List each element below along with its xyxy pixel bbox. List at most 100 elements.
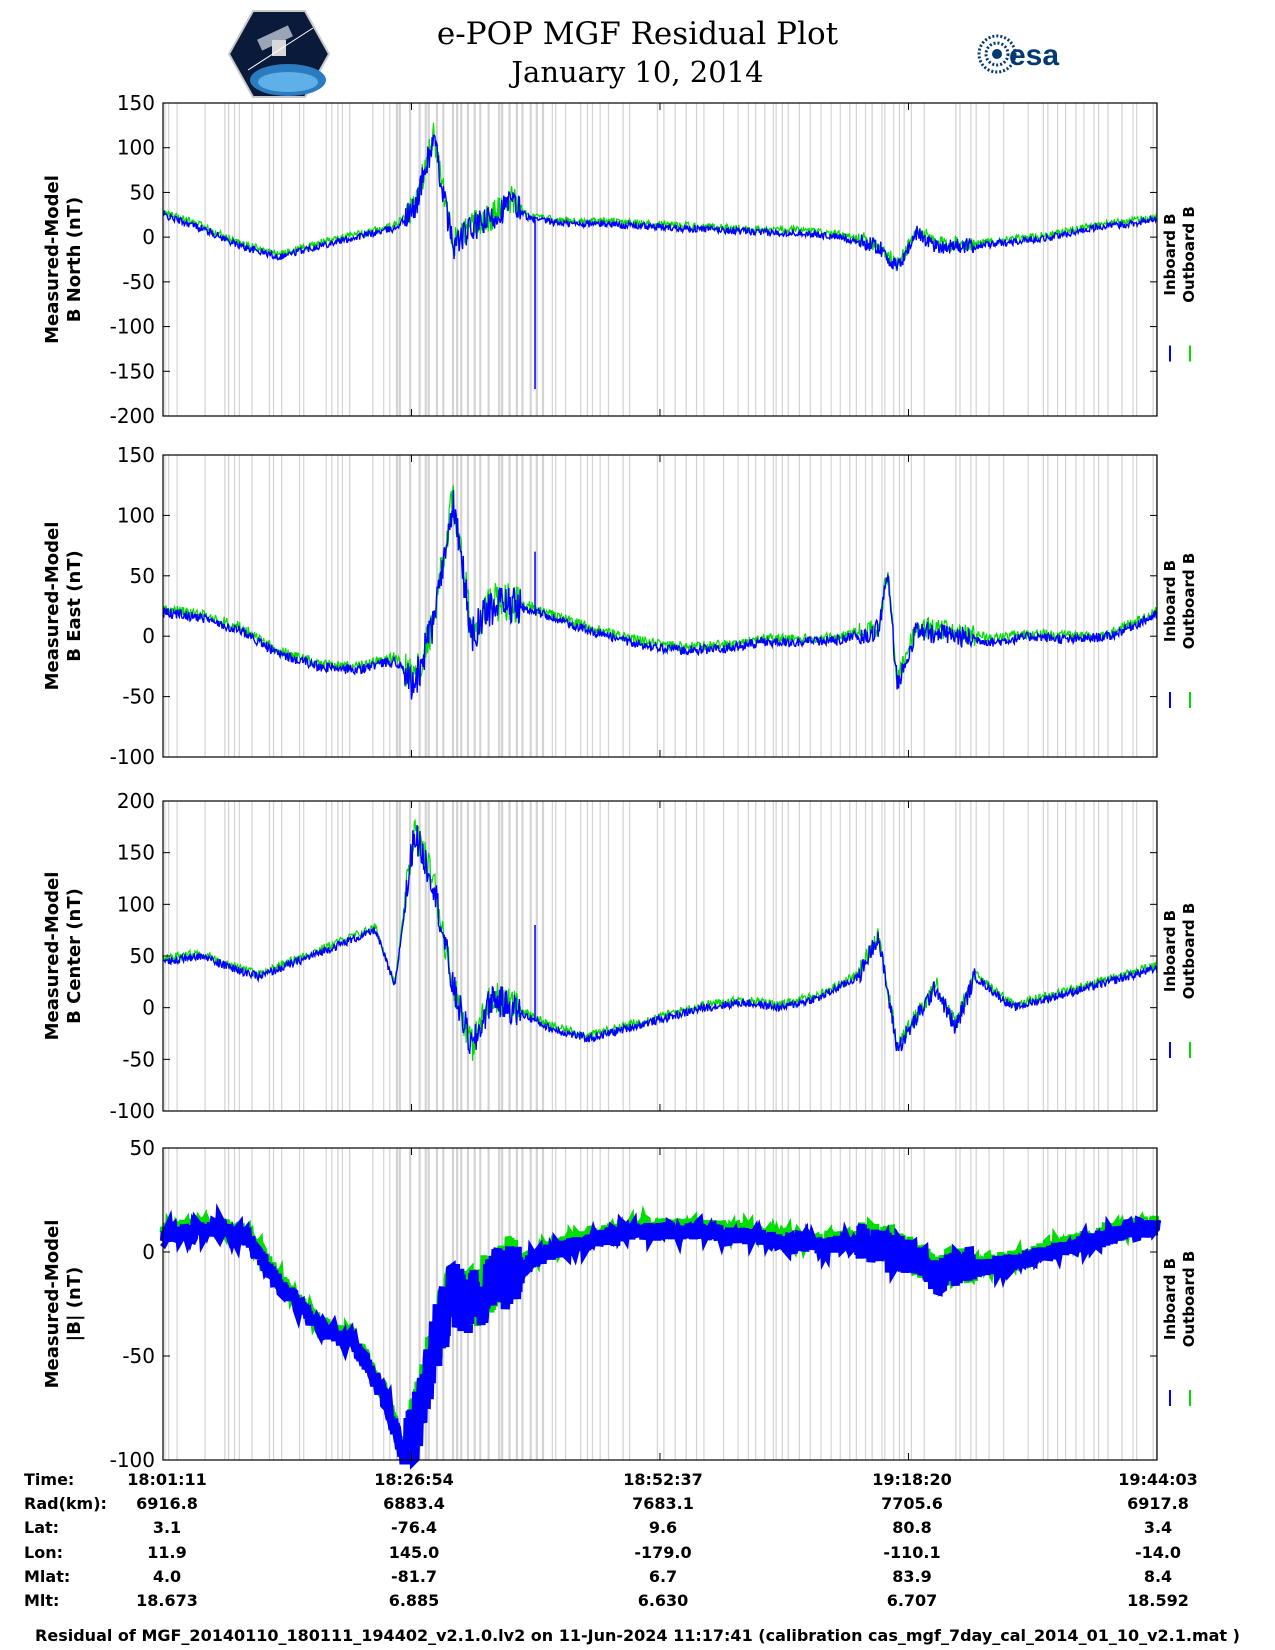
ephemeris-row-label: Lat:: [24, 1518, 60, 1537]
y-axis-label-line: Measured-Model: [42, 872, 63, 1041]
legend-label-outboard: Outboard B: [1180, 206, 1198, 303]
page-title: e-POP MGF Residual Plot: [436, 16, 839, 52]
y-axis-label: Measured-ModelB North (nT): [42, 175, 85, 344]
y-axis-label-line: B Center (nT): [64, 888, 85, 1024]
plot-frame: [162, 102, 1158, 417]
ephemeris-row-label: Lon:: [24, 1543, 63, 1562]
y-axis-label-line: |B| (nT): [64, 1267, 85, 1342]
y-tick-label: 0: [142, 1240, 155, 1264]
data-gap-stripes: [164, 801, 1158, 1111]
ephemeris-cell: -81.7: [390, 1567, 438, 1586]
series-line-inboard: [162, 490, 1158, 700]
ephemeris-row-label: Mlt:: [24, 1591, 60, 1610]
legend-label-inboard: Inboard B: [1161, 213, 1179, 295]
panel-4: 50 0 -50 -100 Measured-Model|B| (nT) Inboard …: [42, 1136, 1198, 1472]
y-tick-label: 100: [117, 892, 155, 916]
ephemeris-cell: 6917.8: [1127, 1494, 1189, 1513]
data-gap-stripes: [164, 103, 1158, 416]
y-tick-label: -50: [122, 270, 155, 294]
legend-label-outboard: Outboard B: [1180, 1251, 1198, 1348]
plot-frame: [162, 454, 1158, 758]
panel-2: 150 100 50 0 -50 -100 Measured-ModelB East (nT…: [42, 443, 1198, 769]
ephemeris-cell: 6.885: [388, 1591, 440, 1610]
ephemeris-cell: 18.673: [136, 1591, 198, 1610]
y-tick-label: -200: [110, 404, 155, 428]
y-axis-label-line: B North (nT): [64, 197, 85, 323]
y-tick-label: 50: [130, 1136, 155, 1160]
y-tick-label: 150: [117, 841, 155, 865]
esa-logo-icon: esa: [977, 34, 1059, 74]
ephemeris-cell: 145.0: [388, 1543, 440, 1562]
legend-label-outboard: Outboard B: [1180, 903, 1198, 1000]
data-gap-stripes: [164, 1148, 1158, 1460]
y-tick-label: 0: [142, 225, 155, 249]
ephemeris-cell: 19:18:20: [872, 1470, 952, 1489]
ephemeris-cell: -110.1: [883, 1543, 941, 1562]
ephemeris-cell: 80.8: [892, 1518, 932, 1537]
y-tick-label: 200: [117, 789, 155, 813]
ephemeris-cell: -76.4: [390, 1518, 438, 1537]
y-tick-label: 50: [130, 564, 155, 588]
esa-logo-text: esa: [1009, 39, 1059, 72]
ephemeris-cell: 6916.8: [136, 1494, 198, 1513]
y-tick-label: -50: [122, 1344, 155, 1368]
y-tick-label: 50: [130, 944, 155, 968]
y-tick-label: -50: [122, 1047, 155, 1071]
y-tick-label: 100: [117, 503, 155, 527]
ephemeris-row-label: Mlat:: [24, 1567, 71, 1586]
y-tick-label: 0: [142, 996, 155, 1020]
ephemeris-cell: 19:44:03: [1118, 1470, 1198, 1489]
ephemeris-cell: 18.592: [1127, 1591, 1189, 1610]
series-line-inboard: [159, 1203, 1162, 1470]
cassiope-logo-icon: [228, 10, 330, 98]
panel-3: 200 150 100 50 0 -50 -100 Measured-ModelB Cente…: [42, 789, 1198, 1123]
legend-label-outboard: Outboard B: [1180, 553, 1198, 650]
y-tick-label: -100: [110, 745, 155, 769]
ephemeris-cell: 7683.1: [632, 1494, 694, 1513]
ephemeris-cell: 8.4: [1143, 1567, 1173, 1586]
y-axis-label-line: B East (nT): [64, 550, 85, 662]
series-line-outboard: [159, 1205, 1161, 1464]
y-axis-label: Measured-ModelB East (nT): [42, 522, 85, 691]
ephemeris-cell: 11.9: [147, 1543, 187, 1562]
data-gap-stripes: [164, 455, 1158, 757]
ephemeris-cell: 9.6: [648, 1518, 678, 1537]
ephemeris-cell: 83.9: [892, 1567, 932, 1586]
y-tick-label: -100: [110, 315, 155, 339]
y-tick-label: 150: [117, 443, 155, 467]
ephemeris-row-label: Rad(km):: [24, 1494, 107, 1513]
ephemeris-cell: 6.707: [886, 1591, 938, 1610]
ephemeris-cell: 3.4: [1143, 1518, 1173, 1537]
y-tick-label: 150: [117, 91, 155, 115]
ephemeris-cell: 18:01:11: [127, 1470, 207, 1489]
ephemeris-row-label: Time:: [24, 1470, 75, 1489]
series-line-outboard: [162, 122, 1158, 272]
y-tick-label: -50: [122, 685, 155, 709]
ephemeris-cell: 6883.4: [383, 1494, 445, 1513]
y-axis-label-line: Measured-Model: [42, 522, 63, 691]
y-tick-label: 50: [130, 180, 155, 204]
y-axis-label: Measured-ModelB Center (nT): [42, 872, 85, 1041]
page-subtitle: January 10, 2014: [511, 55, 764, 89]
ephemeris-cell: -179.0: [634, 1543, 692, 1562]
ephemeris-cell: -14.0: [1134, 1543, 1182, 1562]
y-axis-label: Measured-Model|B| (nT): [42, 1220, 85, 1389]
ephemeris-cell: 3.1: [152, 1518, 182, 1537]
footer-caption: Residual of MGF_20140110_180111_194402_v…: [35, 1626, 1240, 1645]
y-tick-label: 0: [142, 624, 155, 648]
ephemeris-cell: 4.0: [152, 1567, 182, 1586]
series-line-inboard: [162, 134, 1158, 272]
panel-1: 150 100 50 0 -50 -100 -150 -200 Measured-ModelB …: [42, 91, 1198, 428]
ephemeris-cell: 6.630: [637, 1591, 689, 1610]
series-line-inboard: [162, 825, 1158, 1055]
legend-label-inboard: Inboard B: [1161, 560, 1179, 642]
y-tick-label: 100: [117, 136, 155, 160]
ephemeris-cell: 6.7: [648, 1567, 678, 1586]
y-tick-label: -150: [110, 359, 155, 383]
ephemeris-cell: 7705.6: [881, 1494, 943, 1513]
ephemeris-cell: 18:26:54: [374, 1470, 454, 1489]
ephemeris-cell: 18:52:37: [623, 1470, 703, 1489]
legend-label-inboard: Inboard B: [1161, 1258, 1179, 1340]
series-line-outboard: [162, 818, 1157, 1061]
